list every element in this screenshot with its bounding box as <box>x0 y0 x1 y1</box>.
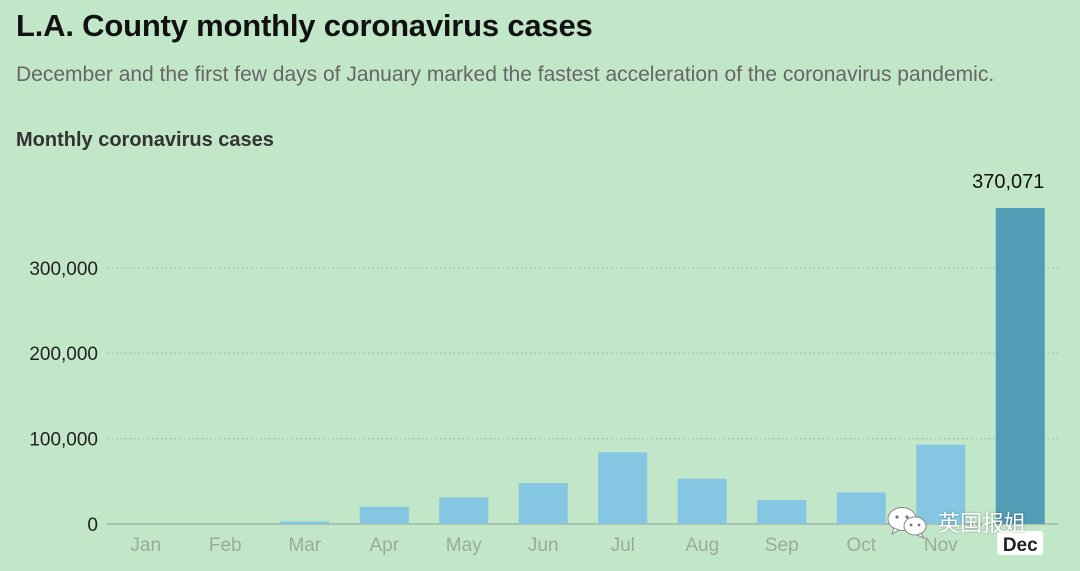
bar-oct <box>836 492 886 524</box>
bar-jun <box>518 483 568 524</box>
x-tick-highlight-box <box>997 531 1044 555</box>
x-tick-label: Mar <box>288 535 321 556</box>
bar-dec <box>995 208 1045 524</box>
bar-sep <box>757 500 807 524</box>
x-tick-label: Aug <box>685 535 719 556</box>
x-tick-label: Nov <box>924 535 958 556</box>
watermark-text: 英国报姐 <box>938 512 1027 537</box>
watermark: 英国报姐 <box>886 504 1026 540</box>
x-tick-label: Jan <box>130 535 161 556</box>
y-tick-label: 100,000 <box>29 430 98 451</box>
x-tick-label: May <box>446 535 482 556</box>
gridlines <box>107 267 1058 525</box>
y-axis-ticks: 0 100,000 200,000 300,000 <box>29 259 98 536</box>
x-axis-ticks: Jan Feb Mar Apr May Jun Jul Aug Sep Oct Nov Dec <box>130 531 1044 556</box>
x-tick-label: Feb <box>209 535 242 556</box>
x-tick-label: Jul <box>611 535 635 556</box>
chart-subtitle: December and the first few days of Janua… <box>16 63 995 86</box>
x-tick-label: Jun <box>528 535 559 556</box>
x-tick-label: Oct <box>846 535 876 556</box>
bar-jul <box>598 452 648 524</box>
chart-title: L.A. County monthly coronavirus cases <box>16 8 593 43</box>
data-label: 370,071 <box>972 171 1044 193</box>
y-tick-label: 200,000 <box>29 344 98 365</box>
y-tick-label: 0 <box>87 515 98 536</box>
data-labels: 370,071 <box>972 171 1044 193</box>
bar-apr <box>359 506 409 524</box>
bar-mar <box>280 521 330 524</box>
x-tick-label: Apr <box>369 535 399 556</box>
bar-aug <box>677 478 727 524</box>
chart-label: Monthly coronavirus cases <box>16 129 274 151</box>
y-tick-label: 300,000 <box>29 259 98 280</box>
x-tick-label: Sep <box>765 535 799 556</box>
bar-may <box>439 497 489 524</box>
bars <box>280 208 1045 524</box>
x-tick-label: Dec <box>1003 535 1038 556</box>
bar-nov <box>916 444 966 524</box>
wechat-icon <box>887 507 927 540</box>
